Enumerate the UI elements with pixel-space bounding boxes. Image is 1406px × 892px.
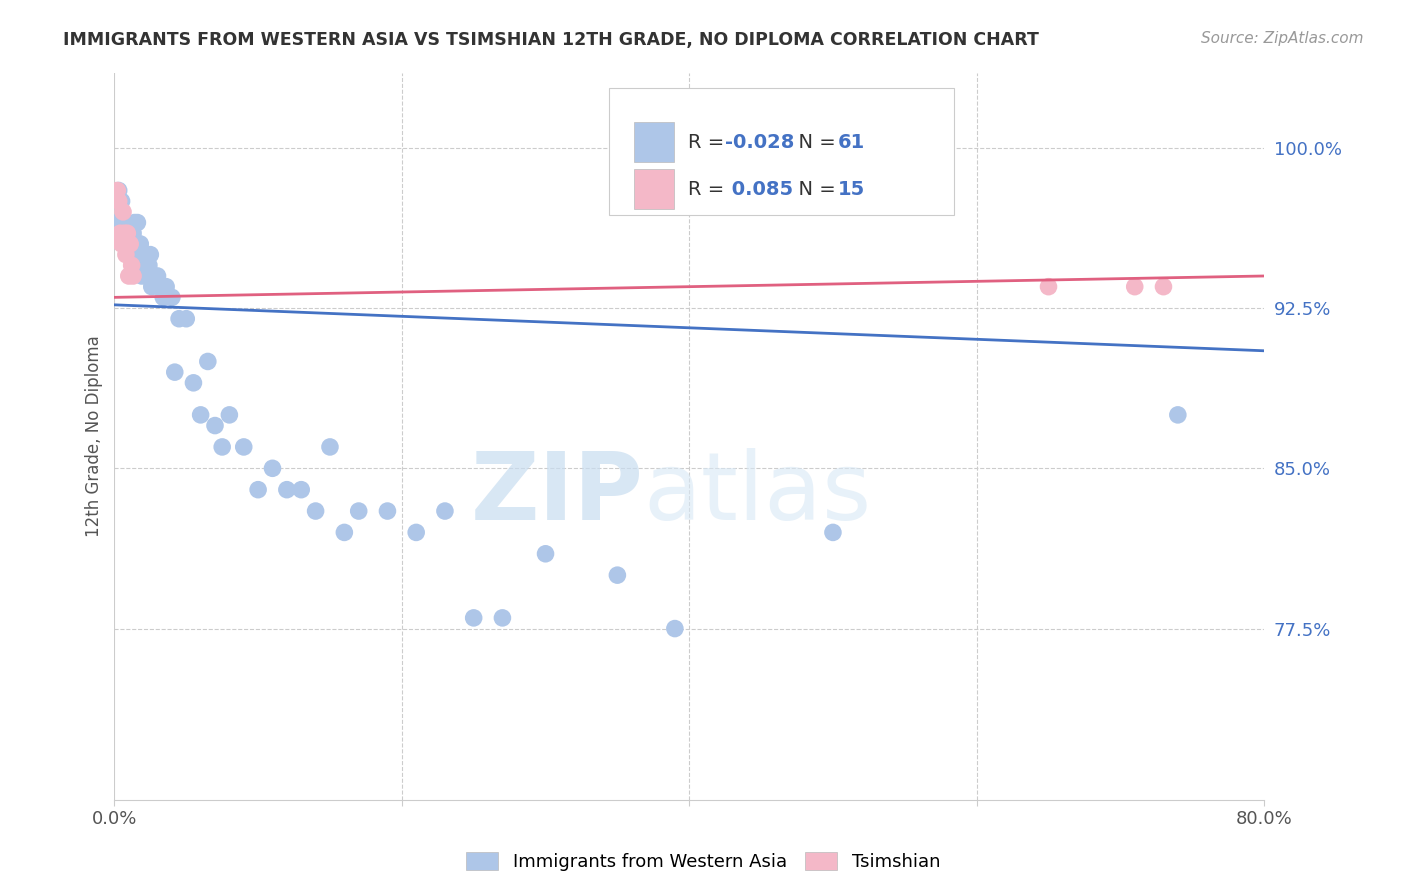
Point: [121, 258, 143, 272]
Point: [1038, 279, 1060, 293]
Text: -0.028: -0.028: [725, 133, 794, 152]
Point: [138, 258, 160, 272]
Point: [163, 365, 186, 379]
Point: [606, 568, 628, 582]
Point: [120, 226, 142, 240]
Point: [218, 408, 240, 422]
Legend: Immigrants from Western Asia, Tsimshian: Immigrants from Western Asia, Tsimshian: [458, 845, 948, 879]
Point: [117, 236, 139, 251]
Point: [110, 194, 132, 209]
Point: [112, 205, 135, 219]
Point: [377, 504, 399, 518]
Point: [127, 216, 149, 230]
Point: [347, 504, 370, 518]
Text: N =: N =: [786, 179, 842, 199]
Point: [120, 236, 142, 251]
Point: [110, 236, 132, 251]
Point: [129, 236, 152, 251]
Point: [146, 268, 169, 283]
Point: [115, 247, 138, 261]
Text: Source: ZipAtlas.com: Source: ZipAtlas.com: [1201, 31, 1364, 46]
Point: [197, 354, 219, 368]
Point: [108, 226, 131, 240]
Point: [122, 247, 145, 261]
Text: atlas: atlas: [644, 449, 872, 541]
Point: [114, 226, 136, 240]
Point: [290, 483, 312, 497]
Text: ZIP: ZIP: [471, 449, 644, 541]
Point: [107, 184, 129, 198]
Point: [118, 268, 141, 283]
Text: R =: R =: [688, 179, 731, 199]
Point: [134, 258, 156, 272]
Point: [152, 290, 174, 304]
Point: [115, 226, 138, 240]
Point: [114, 216, 136, 230]
Point: [122, 226, 145, 240]
Point: [1167, 408, 1189, 422]
Point: [160, 290, 183, 304]
Y-axis label: 12th Grade, No Diploma: 12th Grade, No Diploma: [86, 335, 103, 537]
Text: 15: 15: [838, 179, 865, 199]
Point: [405, 525, 427, 540]
Point: [124, 216, 146, 230]
Point: [117, 226, 139, 240]
Point: [174, 311, 197, 326]
Point: [304, 504, 326, 518]
Point: [276, 483, 298, 497]
Point: [333, 525, 356, 540]
Point: [135, 268, 157, 283]
Point: [1123, 279, 1146, 293]
Point: [491, 611, 513, 625]
Point: [155, 279, 177, 293]
Point: [319, 440, 342, 454]
Point: [232, 440, 254, 454]
Point: [183, 376, 205, 390]
Text: 61: 61: [838, 133, 865, 152]
Point: [211, 440, 233, 454]
Point: [131, 268, 153, 283]
Point: [105, 216, 128, 230]
Text: N =: N =: [786, 133, 842, 152]
FancyBboxPatch shape: [634, 169, 675, 210]
Point: [121, 236, 143, 251]
Point: [463, 611, 485, 625]
Point: [664, 622, 686, 636]
Point: [114, 236, 136, 251]
Point: [167, 311, 190, 326]
Text: IMMIGRANTS FROM WESTERN ASIA VS TSIMSHIAN 12TH GRADE, NO DIPLOMA CORRELATION CHA: IMMIGRANTS FROM WESTERN ASIA VS TSIMSHIA…: [63, 31, 1039, 49]
Point: [433, 504, 456, 518]
Point: [139, 247, 162, 261]
Point: [141, 279, 163, 293]
Point: [247, 483, 270, 497]
Point: [108, 194, 131, 209]
Point: [149, 279, 172, 293]
Text: R =: R =: [688, 133, 731, 152]
Point: [122, 268, 145, 283]
Point: [204, 418, 226, 433]
Point: [118, 226, 141, 240]
FancyBboxPatch shape: [634, 122, 675, 162]
Point: [143, 268, 166, 283]
Point: [128, 247, 150, 261]
Point: [534, 547, 557, 561]
Point: [262, 461, 284, 475]
Point: [1153, 279, 1175, 293]
Point: [110, 216, 132, 230]
Point: [125, 247, 148, 261]
FancyBboxPatch shape: [609, 87, 953, 215]
Point: [107, 194, 129, 209]
Text: 0.085: 0.085: [725, 179, 793, 199]
Point: [821, 525, 844, 540]
Point: [105, 184, 128, 198]
Point: [190, 408, 212, 422]
Point: [112, 226, 135, 240]
Point: [132, 247, 155, 261]
